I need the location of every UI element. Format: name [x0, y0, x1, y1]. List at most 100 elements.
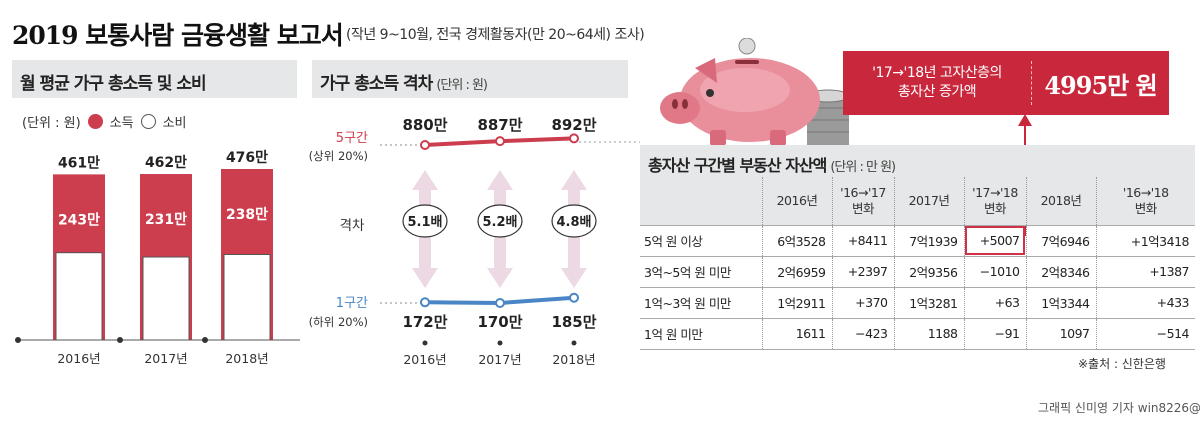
table-cell: +5007 — [963, 224, 1026, 256]
row-label-cell: 5억 원 이상 — [640, 224, 762, 256]
table-header-row: 2016년 '16→'17 변화 2017년 '17→'18 변화 2018년 '16→'18… — [640, 177, 1195, 225]
spend-bar — [142, 256, 190, 341]
axis-dot — [117, 337, 123, 343]
table-row: 1억~3억 원 미만 1억2911 +370 1억3281 +63 1억3344 +433 — [640, 286, 1195, 318]
table-unit: (단위 : 만 원) — [830, 160, 896, 175]
table-row: 5억 원 이상 6억3528 +8411 7억1939 +5007 7억6946 +1억34… — [640, 224, 1195, 256]
table-cell: −91 — [963, 317, 1026, 350]
table-cell: 1억3281 — [893, 286, 964, 318]
callout-label-line2: 총자산 증가액 — [897, 84, 977, 100]
table-cell: +2397 — [831, 255, 894, 287]
income-legend: (단위 : 원) 소득 소비 — [22, 112, 187, 131]
row-label-cell: 1억~3억 원 미만 — [640, 286, 762, 318]
top-series-point — [569, 133, 579, 144]
series-note-bottom: (하위 20%) — [309, 315, 368, 329]
bottom-series-point — [420, 297, 430, 308]
table-header-cell: 2018년 — [1025, 177, 1096, 225]
real-estate-asset-table: 2016년 '16→'17 변화 2017년 '17→'18 변화 2018년 '16→'18… — [640, 177, 1195, 350]
table-header-cell: 2016년 — [761, 177, 832, 225]
x-tick-dot — [422, 340, 428, 346]
x-tick-label: 2017년 — [478, 352, 521, 367]
gap-panel-title: 가구 총소득 격차 — [320, 74, 433, 94]
top-series-point — [420, 140, 430, 150]
callout-label-line1: '17→'18년 고자산층의 — [872, 65, 1002, 81]
spend-bar — [223, 254, 271, 341]
graphic-credit: 그래픽 신미영 기자 win8226@ — [1038, 401, 1200, 415]
income-bar-chart: 461만 243만 2016년 462만 231만 2017년 476만 238만 2018년 — [15, 150, 300, 366]
source-note: ※출처 : 신한은행 — [1078, 357, 1166, 371]
table-cell: −423 — [831, 317, 894, 350]
table-cell: 2억9356 — [893, 255, 964, 287]
legend-income-label: 소득 — [109, 116, 134, 131]
spend-data-label: 243만 — [58, 212, 100, 228]
gap-panel-header: 가구 총소득 격차 (단위 : 원) — [312, 60, 628, 98]
spend-data-label: 231만 — [145, 212, 187, 228]
callout-value: 4995만 원 — [1044, 70, 1157, 100]
page-title: 2019 보통사람 금융생활 보고서 — [12, 21, 344, 50]
piggy-bank-icon — [660, 38, 820, 146]
page-subtitle: (작년 9~10월, 전국 경제활동자(만 20~64세) 조사) — [346, 27, 645, 43]
bottom-data-label: 185만 — [551, 313, 596, 331]
table-cell: 6억3528 — [761, 224, 832, 256]
table-cell: 1097 — [1025, 317, 1096, 350]
header-line: 2016년 — [776, 192, 818, 208]
legend-spend-label: 소비 — [162, 116, 187, 131]
table-cell: 1611 — [761, 317, 832, 350]
table-header-cell: 2017년 — [893, 177, 964, 225]
gap-bubble — [477, 204, 523, 238]
table-cell: +63 — [963, 286, 1026, 318]
income-panel-title: 월 평균 가구 총소득 및 소비 — [20, 74, 207, 94]
axis-dot — [15, 337, 21, 343]
callout-label: '17→'18년 고자산층의 총자산 증가액 — [843, 64, 1031, 102]
table-header-cell — [640, 177, 762, 225]
income-data-label: 476만 — [226, 150, 268, 166]
header-line: '16→'18 — [1122, 184, 1169, 200]
bottom-data-label: 172만 — [402, 313, 447, 331]
income-gap-line-chart: 5구간 (상위 20%) 1구간 (하위 20%) 격차 5.1배 5.2배 4.8배 880만… — [309, 116, 640, 367]
income-data-label: 462만 — [145, 155, 187, 171]
x-tick-label: 2017년 — [144, 351, 187, 366]
gap-label: 격차 — [340, 218, 365, 234]
header-line: 2017년 — [908, 192, 950, 208]
gap-bubble — [402, 204, 448, 238]
x-tick-label: 2018년 — [225, 351, 268, 366]
bottom-data-label: 170만 — [477, 313, 522, 331]
legend-unit: (단위 : 원) — [22, 116, 81, 131]
x-tick-dot — [571, 340, 577, 346]
series-note-top: (상위 20%) — [309, 149, 368, 163]
table-cell: 7억1939 — [893, 224, 964, 256]
spend-bar — [55, 252, 103, 341]
x-tick-label: 2016년 — [403, 352, 446, 367]
asset-increase-callout: '17→'18년 고자산층의 총자산 증가액 4995만 원 — [843, 51, 1169, 115]
income-data-label: 461만 — [58, 155, 100, 171]
row-label-cell: 1억 원 미만 — [640, 317, 762, 350]
header-line: 변화 — [1134, 200, 1158, 216]
bottom-series-point — [569, 292, 579, 303]
table-cell: −1010 — [963, 255, 1026, 287]
gap-bubble — [551, 204, 597, 238]
legend-spend-swatch — [140, 114, 156, 129]
table-title-bar: 총자산 구간별 부동산 자산액 (단위 : 만 원) — [640, 145, 1195, 177]
header-line: '17→'18 — [972, 184, 1018, 200]
piggy-bank-illustration — [660, 38, 850, 148]
series-name-top: 5구간 — [336, 131, 368, 146]
table-cell: 1억2911 — [761, 286, 832, 318]
gap-panel-unit: (단위 : 원) — [436, 78, 488, 93]
header-line: 2018년 — [1040, 192, 1082, 208]
top-data-label: 887만 — [477, 116, 522, 134]
income-panel-header: 월 평균 가구 총소득 및 소비 — [12, 60, 297, 98]
header-line: 변화 — [983, 200, 1007, 216]
axis-dot — [202, 337, 208, 343]
gap-value: 5.1배 — [408, 214, 443, 230]
table-cell: 2억8346 — [1025, 255, 1096, 287]
table-cell: −514 — [1095, 317, 1195, 350]
table-cell: +433 — [1095, 286, 1195, 318]
table-cell: +370 — [831, 286, 894, 318]
table-header-cell: '16→'18 변화 — [1095, 177, 1195, 225]
table-row: 1억 원 미만 1611 −423 1188 −91 1097 −514 — [640, 317, 1195, 350]
gap-value: 4.8배 — [557, 214, 592, 230]
table-cell: +8411 — [831, 224, 894, 256]
top-data-label: 892만 — [551, 116, 596, 134]
table-cell: +1억3418 — [1095, 224, 1195, 256]
table-cell: 2억6959 — [761, 255, 832, 287]
